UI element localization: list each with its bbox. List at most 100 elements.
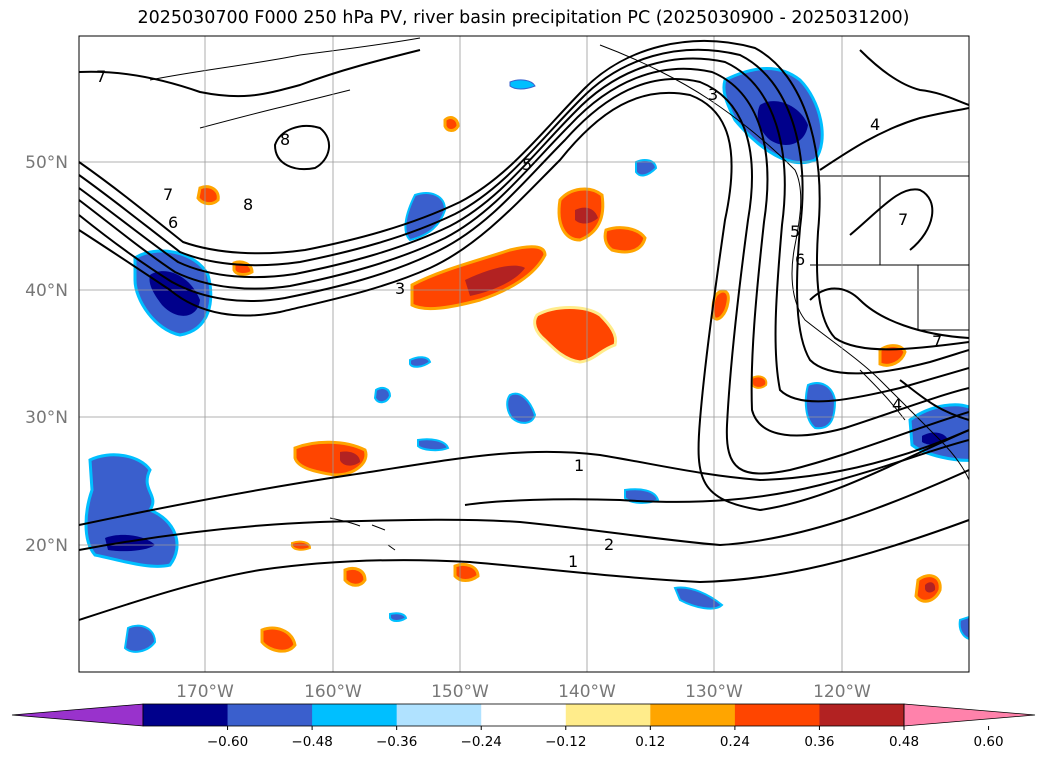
- contour-4-mx: [899, 379, 969, 421]
- map-area: [79, 36, 969, 672]
- neg-region-small9: [635, 159, 658, 177]
- contour-jet-4: [79, 57, 969, 403]
- contour-label-7b: 7: [163, 185, 173, 204]
- lat-label-50n: 50°N: [25, 153, 68, 173]
- colorbar-segment: [143, 704, 229, 726]
- colorbar-extend-low: [11, 703, 144, 727]
- contour-loop-ca: [809, 287, 969, 339]
- contour-label-5b: 5: [790, 222, 800, 241]
- map-title: 2025030700 F000 250 hPa PV, river basin …: [137, 8, 910, 28]
- pos-region-small6: [343, 566, 367, 587]
- colorbar-tick-label: −0.60: [207, 734, 248, 750]
- lon-label-140w: 140°W: [558, 682, 616, 702]
- contour-label-6a: 6: [168, 213, 178, 232]
- coastlines: [149, 37, 969, 551]
- neg-region-small10: [389, 612, 408, 622]
- colorbar-extend-high: [903, 703, 1036, 727]
- contour-labels: 7 8 8 7 6 3 5 3 4 5 6 7 7 4 1 2 1: [96, 67, 942, 571]
- lon-label-130w: 130°W: [685, 682, 743, 702]
- neg-region-small11: [958, 615, 969, 640]
- lat-label-30n: 30°N: [25, 408, 68, 428]
- contour-jet-2: [79, 78, 969, 475]
- pos-core-north1: [575, 207, 598, 224]
- contour-label-1b: 1: [568, 552, 578, 571]
- colorbar-tick-label: −0.48: [291, 734, 332, 750]
- contour-label-7c: 7: [898, 210, 908, 229]
- lon-label-170w: 170°W: [176, 682, 234, 702]
- pos-core-hawaii-n: [340, 451, 360, 466]
- pv-contours: [79, 40, 969, 621]
- colorbar: −0.60 −0.48 −0.36 −0.24 −0.12 0.12 0.24 0.36 0.4…: [11, 703, 1036, 750]
- lon-label-120w: 120°W: [813, 682, 871, 702]
- contour-label-7a: 7: [96, 67, 106, 86]
- contour-label-3a: 3: [395, 279, 405, 298]
- lon-labels: 170°W 160°W 150°W 140°W 130°W 120°W: [176, 682, 871, 702]
- contour-jet-1: [79, 91, 969, 512]
- contour-tropical-inner: [464, 439, 969, 506]
- lon-label-150w: 150°W: [431, 682, 489, 702]
- neg-region-small5: [417, 438, 450, 452]
- contour-label-3b: 3: [708, 85, 718, 104]
- lat-label-20n: 20°N: [25, 536, 68, 556]
- pos-region-small9: [751, 375, 768, 389]
- colorbar-tick-label: 0.24: [720, 734, 750, 750]
- pos-region-small7: [453, 562, 480, 582]
- contour-label-5a: 5: [522, 155, 532, 174]
- pos-region-hawaii-n: [293, 440, 368, 477]
- pos-core-jet: [465, 265, 525, 296]
- colorbar-segment: [734, 704, 820, 726]
- pos-region-small3: [443, 116, 460, 132]
- contour-jet-6: [79, 40, 969, 351]
- pos-region-small4: [878, 344, 907, 367]
- contour-label-8a: 8: [280, 130, 290, 149]
- colorbar-segment: [227, 704, 313, 726]
- colorbar-outline: [142, 703, 905, 727]
- contour-label-7d: 7: [932, 332, 942, 351]
- contour-1-south: [79, 519, 969, 621]
- colorbar-tick-label: 0.48: [889, 734, 919, 750]
- graticule: [79, 36, 969, 672]
- neg-region-baja: [804, 382, 837, 430]
- aleutian-chain: [199, 89, 351, 129]
- pos-core-small8: [925, 582, 936, 593]
- pos-region-small10: [291, 540, 312, 551]
- pos-region-small1: [196, 185, 220, 206]
- contour-label-2a: 2: [604, 535, 614, 554]
- pos-region-north2: [603, 226, 647, 254]
- neg-region-small7: [409, 356, 432, 368]
- neg-region-small6: [373, 387, 392, 404]
- contour-7-north: [79, 49, 421, 98]
- colorbar-tick-label: 0.36: [804, 734, 834, 750]
- colorbar-tick-label: 0.12: [635, 734, 665, 750]
- colorbar-tick-label: −0.36: [376, 734, 417, 750]
- contour-label-4a: 4: [870, 115, 880, 134]
- lat-labels: 50°N 40°N 30°N 20°N: [25, 153, 68, 556]
- colorbar-segment: [565, 704, 651, 726]
- contour-4-canada: [819, 107, 969, 171]
- alaska-coast: [149, 37, 421, 81]
- map-border: [78, 35, 970, 673]
- colorbar-tick-label: −0.12: [545, 734, 586, 750]
- colorbar-segment: [481, 704, 567, 726]
- contour-jet-5: [79, 48, 969, 375]
- contour-jet-3: [79, 67, 969, 437]
- contour-8-closed: [273, 125, 330, 170]
- contour-3-canada: [859, 49, 969, 106]
- neg-region-small1: [506, 392, 537, 424]
- pos-region-small5: [260, 626, 297, 653]
- lat-label-40n: 40°N: [25, 281, 68, 301]
- bc-coast: [599, 44, 969, 481]
- colorbar-segment: [819, 704, 905, 726]
- contour-label-1a: 1: [574, 456, 584, 475]
- neg-region-small8: [509, 79, 536, 90]
- colorbar-segment: [396, 704, 482, 726]
- contour-2-tropical: [79, 469, 969, 551]
- lon-label-160w: 160°W: [304, 682, 362, 702]
- neg-region-small2: [673, 586, 724, 610]
- contour-7-nw: [849, 188, 934, 251]
- contour-label-8b: 8: [243, 195, 253, 214]
- colorbar-tick-label: −0.24: [461, 734, 502, 750]
- contour-1-tropical: [79, 429, 969, 526]
- contour-label-6b: 6: [795, 250, 805, 269]
